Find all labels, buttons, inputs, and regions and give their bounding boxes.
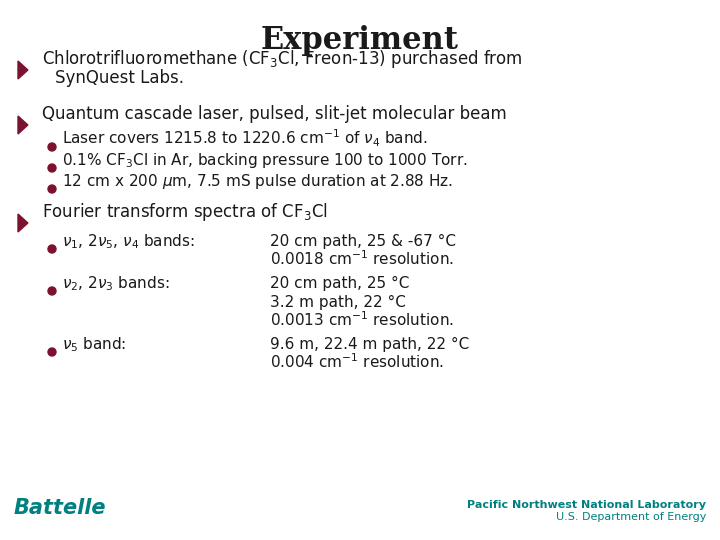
Polygon shape bbox=[18, 116, 28, 134]
Text: 3.2 m path, 22 °C: 3.2 m path, 22 °C bbox=[270, 295, 406, 310]
Text: Chlorotrifluoromethane (CF$_3$Cl, Freon-13) purchased from: Chlorotrifluoromethane (CF$_3$Cl, Freon-… bbox=[42, 48, 523, 70]
Text: 0.1% CF$_3$Cl in Ar, backing pressure 100 to 1000 Torr.: 0.1% CF$_3$Cl in Ar, backing pressure 10… bbox=[62, 151, 467, 170]
Text: 9.6 m, 22.4 m path, 22 °C: 9.6 m, 22.4 m path, 22 °C bbox=[270, 337, 469, 352]
Text: Battelle: Battelle bbox=[14, 498, 107, 518]
Text: 20 cm path, 25 & -67 °C: 20 cm path, 25 & -67 °C bbox=[270, 234, 456, 249]
Text: 0.004 cm$^{-1}$ resolution.: 0.004 cm$^{-1}$ resolution. bbox=[270, 352, 444, 371]
Circle shape bbox=[48, 164, 56, 172]
Text: 12 cm x 200 $\mu$m, 7.5 mS pulse duration at 2.88 Hz.: 12 cm x 200 $\mu$m, 7.5 mS pulse duratio… bbox=[62, 172, 453, 191]
Circle shape bbox=[48, 348, 56, 356]
Circle shape bbox=[48, 143, 56, 151]
Circle shape bbox=[48, 287, 56, 295]
Circle shape bbox=[48, 245, 56, 253]
Text: SynQuest Labs.: SynQuest Labs. bbox=[55, 69, 184, 87]
Text: Experiment: Experiment bbox=[261, 25, 459, 56]
Text: $\nu_1$, 2$\nu_5$, $\nu_4$ bands:: $\nu_1$, 2$\nu_5$, $\nu_4$ bands: bbox=[62, 232, 195, 251]
Circle shape bbox=[48, 185, 56, 193]
Text: 20 cm path, 25 °C: 20 cm path, 25 °C bbox=[270, 276, 410, 291]
Text: 0.0018 cm$^{-1}$ resolution.: 0.0018 cm$^{-1}$ resolution. bbox=[270, 249, 454, 268]
Text: $\nu_2$, 2$\nu_3$ bands:: $\nu_2$, 2$\nu_3$ bands: bbox=[62, 274, 169, 293]
Text: Fourier transform spectra of CF$_3$Cl: Fourier transform spectra of CF$_3$Cl bbox=[42, 201, 328, 223]
Text: U.S. Department of Energy: U.S. Department of Energy bbox=[556, 512, 706, 522]
Text: $\nu_5$ band:: $\nu_5$ band: bbox=[62, 335, 126, 354]
Polygon shape bbox=[18, 61, 28, 79]
Text: Pacific Northwest National Laboratory: Pacific Northwest National Laboratory bbox=[467, 500, 706, 510]
Text: Laser covers 1215.8 to 1220.6 cm$^{-1}$ of $\nu_4$ band.: Laser covers 1215.8 to 1220.6 cm$^{-1}$ … bbox=[62, 127, 428, 149]
Text: 0.0013 cm$^{-1}$ resolution.: 0.0013 cm$^{-1}$ resolution. bbox=[270, 310, 454, 329]
Polygon shape bbox=[18, 214, 28, 232]
Text: Quantum cascade laser, pulsed, slit-jet molecular beam: Quantum cascade laser, pulsed, slit-jet … bbox=[42, 105, 507, 123]
